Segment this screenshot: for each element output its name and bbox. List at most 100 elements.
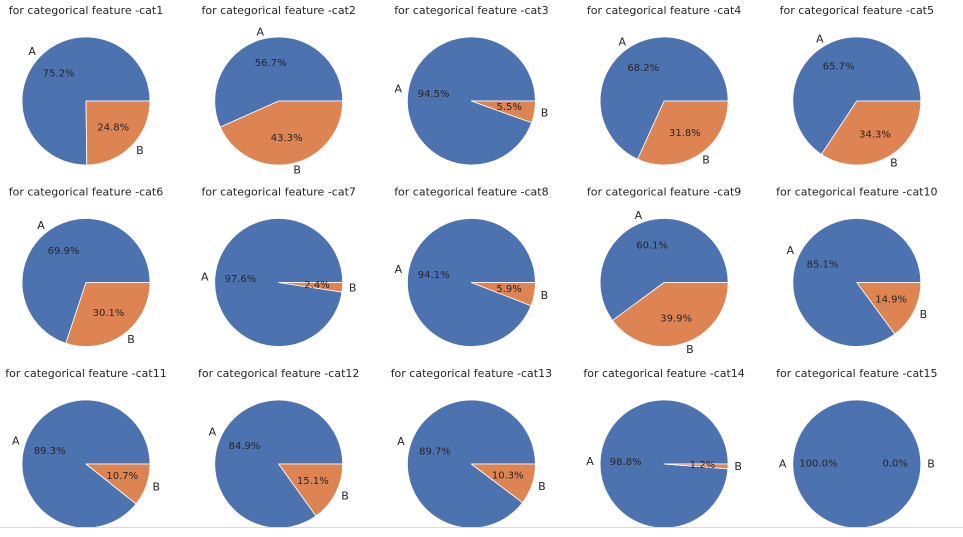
pie-chart-9: for categorical feature -cat9 60.1% A 39.9%… <box>587 186 741 356</box>
chart-title: for categorical feature -cat12 <box>198 367 359 380</box>
percentage-label-B: 15.1% <box>297 476 329 487</box>
category-label-A: A <box>209 425 217 438</box>
chart-title: for categorical feature -cat3 <box>394 4 548 17</box>
chart-title: for categorical feature -cat2 <box>201 4 355 17</box>
chart-title: for categorical feature -cat15 <box>776 367 937 380</box>
category-label-B: B <box>293 163 301 176</box>
percentage-label-A: 85.1% <box>807 260 839 271</box>
category-label-A: A <box>816 33 824 46</box>
chart-title: for categorical feature -cat11 <box>5 367 166 380</box>
percentage-label-B: 31.8% <box>669 128 701 139</box>
category-label-A: A <box>394 82 402 95</box>
percentage-label-A: 97.6% <box>225 274 257 285</box>
percentage-label-A: 100.0% <box>799 459 837 470</box>
percentage-label-A: 89.7% <box>419 446 451 457</box>
pie-chart-1: for categorical feature -cat1 75.2% A 24.8%… <box>9 4 163 166</box>
percentage-label-B: 34.3% <box>859 129 891 140</box>
pie-slice-B <box>471 100 536 124</box>
percentage-label-B: 39.9% <box>660 314 692 325</box>
chart-title: for categorical feature -cat5 <box>780 4 934 17</box>
pie-chart-14: for categorical feature -cat14 98.8% A 1.2%… <box>583 367 745 529</box>
pie-slice-B <box>85 100 151 166</box>
percentage-label-A: 75.2% <box>43 69 75 80</box>
category-label-B: B <box>702 154 710 167</box>
pie-slice-A <box>599 36 729 160</box>
category-label-B: B <box>541 107 549 120</box>
percentage-label-A: 98.8% <box>610 457 642 468</box>
pie-slice-B <box>663 463 729 470</box>
chart-title: for categorical feature -cat7 <box>201 186 355 199</box>
category-label-B: B <box>341 490 349 503</box>
category-label-B: B <box>541 289 549 302</box>
pie-slice-A <box>599 218 729 321</box>
pie-slice-A <box>21 218 151 344</box>
percentage-label-B: 10.3% <box>492 471 524 482</box>
category-label-B: B <box>686 343 694 356</box>
pie-chart-4: for categorical feature -cat4 68.2% A 31.8%… <box>587 4 741 167</box>
pie-chart-2: for categorical feature -cat2 56.7% A 43.3%… <box>201 4 355 176</box>
pie-chart-7: for categorical feature -cat7 97.6% A 2.4% B <box>201 186 356 347</box>
percentage-label-B: 10.7% <box>106 471 138 482</box>
pie-chart-12: for categorical feature -cat12 84.9% A 15.1… <box>198 367 359 529</box>
chart-title: for categorical feature -cat4 <box>587 4 741 17</box>
pie-slice-A <box>792 399 922 529</box>
percentage-label-A: 68.2% <box>627 63 659 74</box>
pie-slice-B <box>219 100 344 166</box>
percentage-label-B: 5.5% <box>496 102 521 113</box>
percentage-label-A: 84.9% <box>229 441 261 452</box>
percentage-label-B: 2.4% <box>304 280 329 291</box>
percentage-label-B: 5.9% <box>496 284 521 295</box>
chart-title: for categorical feature -cat9 <box>587 186 741 199</box>
pie-chart-15: for categorical feature -cat15 100.0% A 0.0… <box>776 367 938 529</box>
chart-title: for categorical feature -cat14 <box>583 367 744 380</box>
category-label-A: A <box>618 35 626 48</box>
chart-title: for categorical feature -cat1 <box>9 4 163 17</box>
pie-chart-13: for categorical feature -cat13 89.7% A 10.3… <box>391 367 552 529</box>
pie-chart-6: for categorical feature -cat6 69.9% A 30.1%… <box>9 186 163 347</box>
category-label-A: A <box>256 26 264 39</box>
percentage-label-A: 56.7% <box>255 58 287 69</box>
percentage-label-A: 60.1% <box>636 241 668 252</box>
pie-slice-B <box>471 282 536 307</box>
bottom-divider <box>0 527 963 528</box>
percentage-label-A: 69.9% <box>48 246 80 257</box>
pie-slice-B <box>85 463 151 505</box>
category-label-B: B <box>890 157 898 170</box>
chart-title: for categorical feature -cat8 <box>394 186 548 199</box>
percentage-label-A: 94.5% <box>418 89 450 100</box>
pie-slice-B <box>637 100 729 166</box>
category-label-A: A <box>779 458 787 471</box>
category-label-B: B <box>734 460 742 473</box>
pie-slice-A <box>792 218 922 347</box>
pie-chart-8: for categorical feature -cat8 94.1% A 5.9% B <box>394 186 549 347</box>
pie-slice-B <box>612 282 729 347</box>
pie-slice-A <box>214 36 344 128</box>
percentage-label-B: 1.2% <box>690 460 715 471</box>
category-label-B: B <box>127 333 135 346</box>
percentage-label-B: 30.1% <box>93 308 125 319</box>
percentage-label-B: 24.8% <box>97 123 129 134</box>
pie-slice-B <box>471 463 536 503</box>
category-label-A: A <box>201 271 209 284</box>
category-label-A: A <box>397 435 405 448</box>
pie-chart-3: for categorical feature -cat3 94.5% A 5.5% B <box>394 4 549 166</box>
category-label-A: A <box>786 244 794 257</box>
percentage-label-A: 89.3% <box>34 446 66 457</box>
percentage-label-B: 0.0% <box>882 459 907 470</box>
category-label-A: A <box>28 45 36 58</box>
category-label-B: B <box>927 458 935 471</box>
category-label-B: B <box>153 481 161 494</box>
chart-title: for categorical feature -cat10 <box>776 186 937 199</box>
pie-slice-A <box>792 36 922 155</box>
pie-slice-B <box>278 282 344 293</box>
category-label-A: A <box>586 455 594 468</box>
percentage-label-A: 65.7% <box>823 62 855 73</box>
pie-chart-5: for categorical feature -cat5 65.7% A 34.3%… <box>780 4 934 170</box>
percentage-label-A: 94.1% <box>418 270 450 281</box>
chart-title: for categorical feature -cat13 <box>391 367 552 380</box>
category-label-B: B <box>920 308 928 321</box>
category-label-B: B <box>349 281 357 294</box>
category-label-A: A <box>37 219 45 232</box>
category-label-A: A <box>12 434 20 447</box>
pie-slice-B <box>821 100 922 166</box>
